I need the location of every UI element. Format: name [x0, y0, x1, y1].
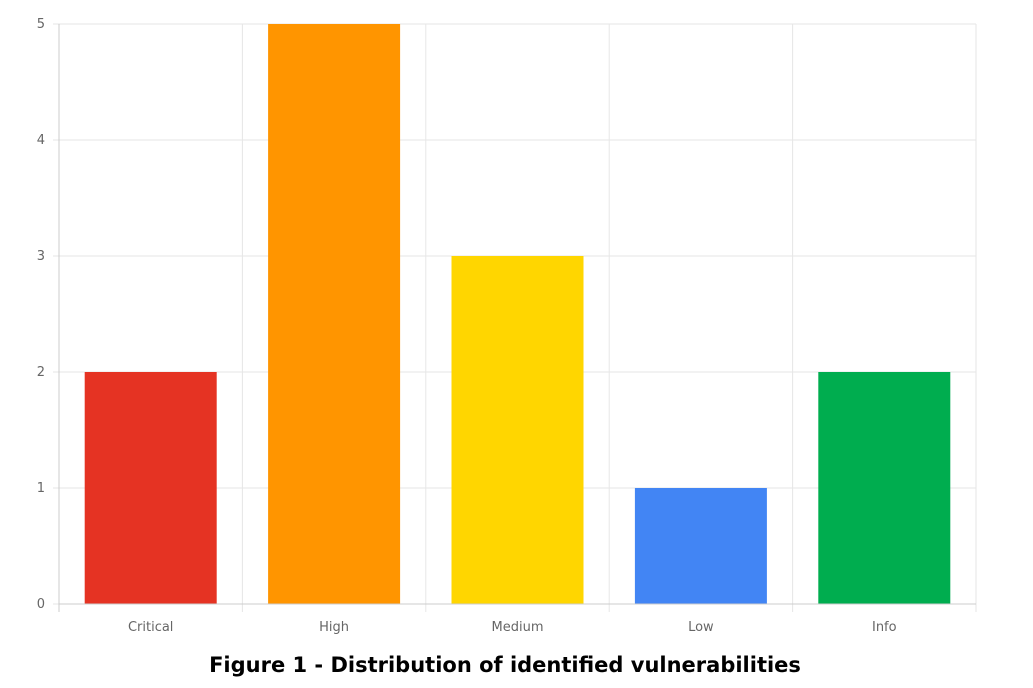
- y-tick-label: 4: [37, 133, 45, 148]
- bar-critical: [84, 372, 217, 604]
- figure-caption: Figure 1 - Distribution of identified vu…: [209, 653, 801, 677]
- x-tick-label: High: [319, 620, 349, 635]
- x-tick-labels: Critical High Medium Low Info: [128, 620, 897, 635]
- axes: [53, 23, 976, 612]
- bar-info: [818, 372, 951, 604]
- y-tick-label: 5: [37, 17, 45, 32]
- x-tick-label: Critical: [128, 620, 173, 635]
- x-tick-label: Medium: [492, 620, 544, 635]
- bar-medium: [451, 256, 584, 604]
- y-tick-label: 3: [37, 249, 45, 264]
- x-tick-label: Info: [872, 620, 897, 635]
- y-tick-label: 1: [37, 481, 45, 496]
- y-tick-labels: 0 1 2 3 4 5: [37, 17, 45, 612]
- y-tick-label: 0: [37, 597, 45, 612]
- bar-low: [634, 488, 767, 604]
- bar-high: [268, 24, 401, 604]
- bars: [84, 24, 951, 604]
- x-tick-label: Low: [688, 620, 714, 635]
- y-tick-label: 2: [37, 365, 45, 380]
